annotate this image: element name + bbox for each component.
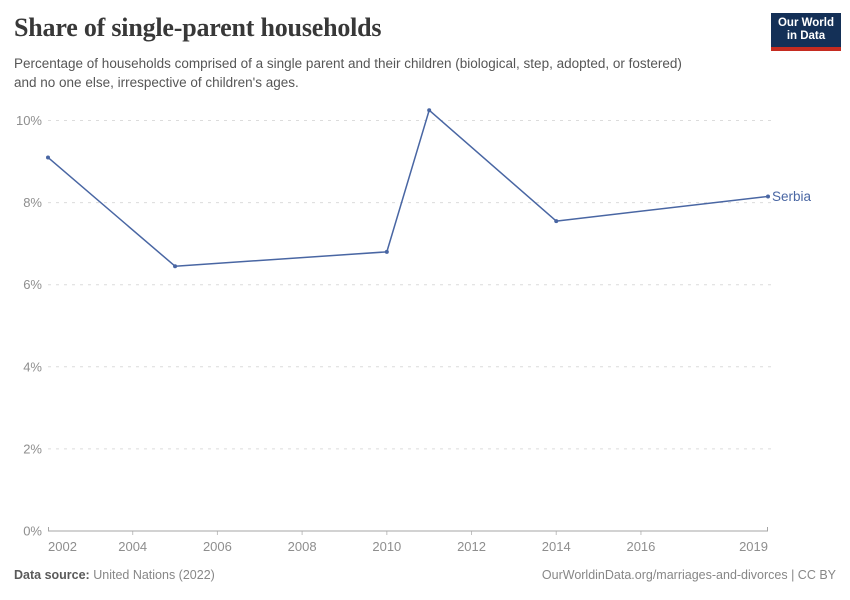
data-source-value: United Nations (2022)	[93, 568, 215, 582]
owid-url-license-link[interactable]: OurWorldinData.org/marriages-and-divorce…	[541, 568, 836, 582]
y-tick-label: 0%	[23, 524, 42, 539]
owid-logo[interactable]: Our World in Data	[770, 13, 841, 51]
data-point[interactable]	[766, 194, 770, 199]
data-point[interactable]	[427, 108, 432, 113]
y-tick-label: 4%	[23, 359, 42, 374]
data-source: Data source: United Nations (2022)	[14, 568, 215, 582]
data-point[interactable]	[554, 219, 559, 224]
data-point[interactable]	[173, 264, 178, 269]
x-tick-label: 2006	[203, 539, 232, 554]
data-point[interactable]	[384, 249, 389, 254]
x-tick-label: 2010	[372, 539, 401, 554]
x-tick-label: 2008	[288, 539, 317, 554]
series-line	[47, 109, 769, 267]
x-tick-label: 2004	[118, 539, 147, 554]
y-tick-label: 2%	[23, 441, 42, 456]
entity-label[interactable]: Serbia	[772, 189, 812, 204]
page-title: Share of single-parent households	[14, 13, 382, 42]
x-tick-label: 2019	[739, 539, 768, 554]
x-tick-label: 2002	[48, 539, 77, 554]
x-tick-label: 2014	[542, 539, 571, 554]
x-tick-label: 2016	[626, 539, 655, 554]
owid-logo-line1: Our World	[777, 17, 834, 29]
y-tick-label: 8%	[23, 195, 42, 210]
data-point[interactable]	[46, 155, 50, 160]
data-source-label: Data source:	[14, 568, 90, 582]
chart-footer: Data source: United Nations (2022) OurWo…	[14, 568, 836, 582]
y-tick-label: 6%	[23, 277, 42, 292]
chart-subtitle: Percentage of households comprised of a …	[14, 56, 682, 90]
owid-logo-line2: in Data	[786, 30, 826, 42]
y-tick-label: 10%	[16, 113, 42, 128]
x-tick-label: 2012	[457, 539, 486, 554]
